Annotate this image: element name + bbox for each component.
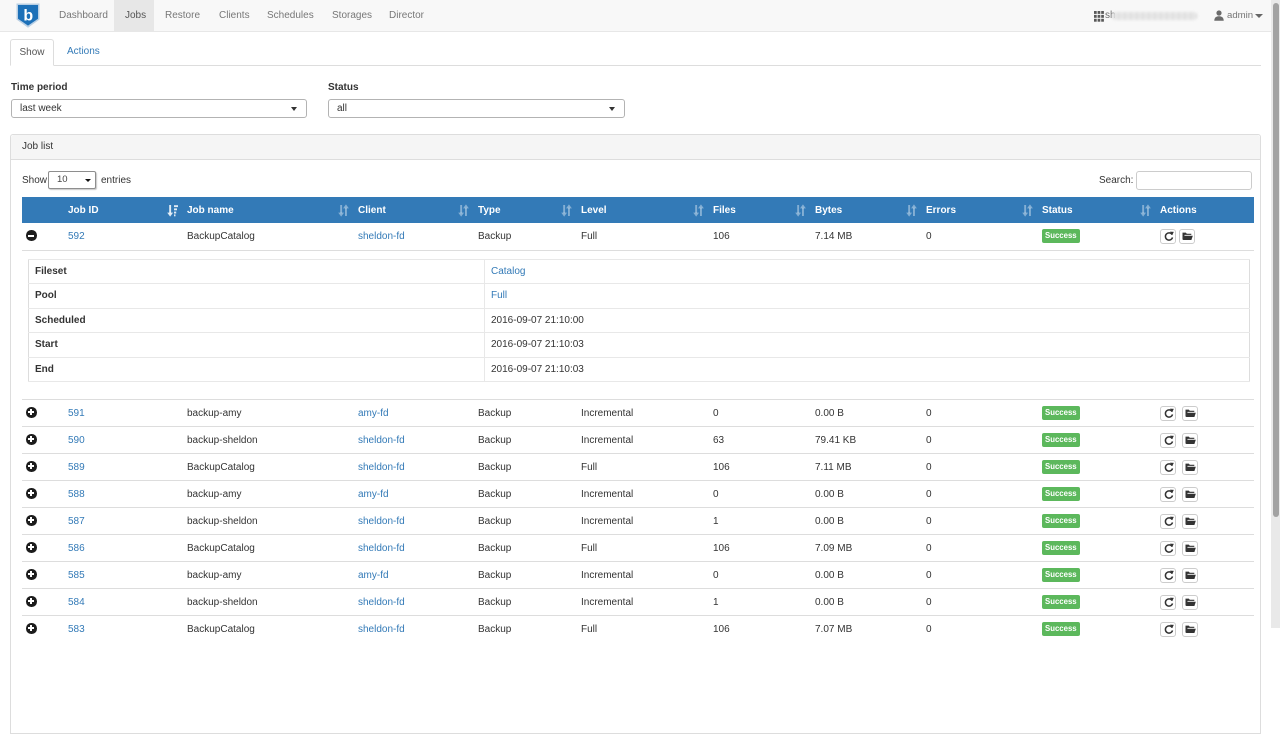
svg-text:b: b xyxy=(23,7,33,24)
